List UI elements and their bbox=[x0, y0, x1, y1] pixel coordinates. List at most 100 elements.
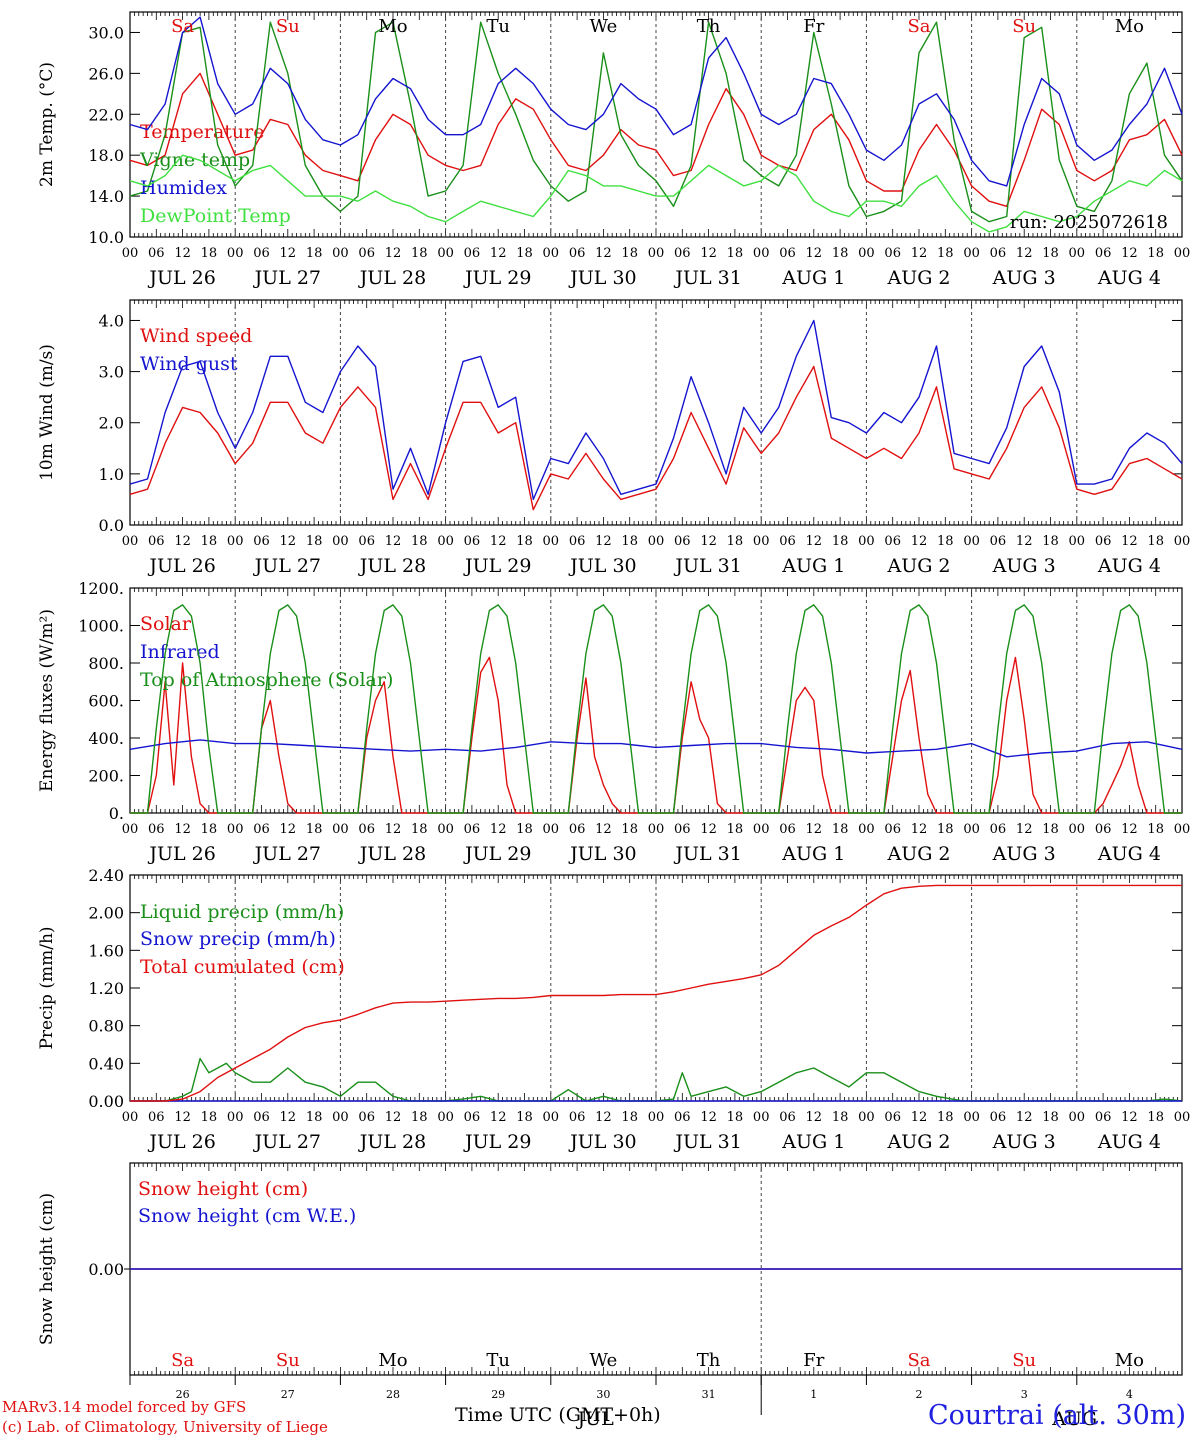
x-hour-label: 18 bbox=[201, 822, 218, 837]
x-hour-label: 18 bbox=[1147, 822, 1164, 837]
x-day-number: 26 bbox=[176, 1388, 190, 1401]
x-hour-label: 12 bbox=[280, 822, 297, 837]
y-axis-label: Snow height (cm) bbox=[37, 1193, 57, 1345]
x-hour-label: 06 bbox=[884, 1110, 901, 1125]
x-hour-label: 18 bbox=[832, 246, 849, 261]
y-tick-label: 1.0 bbox=[99, 465, 124, 484]
x-hour-label: 12 bbox=[1121, 246, 1138, 261]
x-hour-label: 00 bbox=[858, 1110, 875, 1125]
x-date-label: JUL 30 bbox=[568, 843, 636, 865]
x-hour-label: 06 bbox=[148, 1110, 165, 1125]
station-name: Courtrai (alt. 30m) bbox=[927, 1400, 1186, 1431]
x-hour-label: 12 bbox=[595, 822, 612, 837]
x-hour-label: 12 bbox=[280, 1110, 297, 1125]
x-hour-label: 12 bbox=[1016, 822, 1033, 837]
x-date-label: AUG 4 bbox=[1097, 267, 1161, 289]
x-date-label: JUL 31 bbox=[673, 555, 741, 577]
x-hour-label: 06 bbox=[253, 534, 270, 549]
x-hour-label: 06 bbox=[358, 1110, 375, 1125]
x-date-label: AUG 1 bbox=[781, 267, 845, 289]
x-hour-label: 12 bbox=[1121, 1110, 1138, 1125]
x-hour-label: 00 bbox=[1069, 1110, 1086, 1125]
x-hour-label: 12 bbox=[806, 822, 823, 837]
y-tick-label: 2.40 bbox=[88, 866, 124, 885]
x-hour-label: 18 bbox=[1042, 1110, 1059, 1125]
day-name-label: Tu bbox=[486, 1350, 510, 1371]
x-hour-label: 18 bbox=[201, 534, 218, 549]
x-date-label: JUL 29 bbox=[463, 267, 531, 289]
x-hour-label: 06 bbox=[569, 822, 586, 837]
x-hour-label: 00 bbox=[648, 1110, 665, 1125]
x-hour-label: 00 bbox=[122, 246, 139, 261]
x-date-label: JUL 30 bbox=[568, 267, 636, 289]
x-hour-label: 00 bbox=[437, 534, 454, 549]
day-name-label: Su bbox=[276, 16, 300, 37]
panel-3: 0. 200. 400. 600. 800. 1000. 1200. Energy fluxe… bbox=[37, 579, 1190, 865]
x-hour-label: 06 bbox=[990, 822, 1007, 837]
legend-entry: Snow height (cm W.E.) bbox=[138, 1205, 356, 1227]
x-day-number: 31 bbox=[702, 1388, 716, 1401]
x-hour-label: 18 bbox=[937, 246, 954, 261]
x-hour-label: 06 bbox=[253, 1110, 270, 1125]
x-hour-label: 12 bbox=[490, 1110, 507, 1125]
x-hour-label: 06 bbox=[779, 1110, 796, 1125]
x-date-label: JUL 27 bbox=[253, 267, 321, 289]
run-label: run: 2025072618 bbox=[1010, 212, 1168, 233]
legend-entry: DewPoint Temp bbox=[140, 205, 291, 227]
x-hour-label: 18 bbox=[1147, 534, 1164, 549]
x-date-label: JUL 29 bbox=[463, 843, 531, 865]
x-hour-label: 00 bbox=[1069, 246, 1086, 261]
x-hour-label: 06 bbox=[674, 534, 691, 549]
x-date-label: JUL 27 bbox=[253, 1131, 321, 1153]
series-line-2 bbox=[129, 319, 1183, 501]
legend-entry: Solar bbox=[140, 613, 192, 635]
legend-entry: Vigne temp bbox=[139, 149, 250, 171]
x-day-number: 2 bbox=[916, 1388, 923, 1401]
x-day-number: 1 bbox=[810, 1388, 817, 1401]
x-hour-label: 00 bbox=[858, 534, 875, 549]
y-tick-label: 0.00 bbox=[88, 1260, 124, 1279]
x-date-label: AUG 3 bbox=[992, 1131, 1056, 1153]
x-hour-label: 00 bbox=[1174, 534, 1191, 549]
x-hour-label: 00 bbox=[332, 1110, 349, 1125]
x-hour-label: 06 bbox=[1095, 822, 1112, 837]
y-axis-label: Energy fluxes (W/m²) bbox=[37, 609, 57, 792]
day-name-label: Sa bbox=[171, 1350, 194, 1371]
x-hour-label: 12 bbox=[806, 534, 823, 549]
x-hour-label: 12 bbox=[595, 246, 612, 261]
series-line-2 bbox=[129, 739, 1183, 758]
y-tick-label: 22.0 bbox=[88, 105, 124, 124]
day-name-label: Sa bbox=[907, 16, 930, 37]
y-tick-label: 600. bbox=[88, 692, 124, 711]
x-hour-label: 06 bbox=[358, 822, 375, 837]
x-hour-label: 00 bbox=[648, 534, 665, 549]
x-hour-label: 06 bbox=[253, 246, 270, 261]
x-hour-label: 00 bbox=[332, 246, 349, 261]
x-hour-label: 18 bbox=[621, 534, 638, 549]
x-hour-label: 06 bbox=[253, 822, 270, 837]
series-line-1 bbox=[129, 365, 1183, 511]
credit-line-2: (c) Lab. of Climatology, University of L… bbox=[2, 1418, 328, 1436]
y-tick-label: 0. bbox=[109, 804, 124, 823]
x-hour-label: 06 bbox=[1095, 246, 1112, 261]
x-hour-label: 12 bbox=[911, 822, 928, 837]
x-hour-label: 18 bbox=[727, 1110, 744, 1125]
legend-entry: Wind speed bbox=[140, 325, 252, 347]
x-hour-label: 00 bbox=[227, 822, 244, 837]
x-date-label: JUL 27 bbox=[253, 555, 321, 577]
x-hour-label: 18 bbox=[411, 1110, 428, 1125]
x-date-label: JUL 28 bbox=[358, 1131, 426, 1153]
y-tick-label: 200. bbox=[88, 767, 124, 786]
x-hour-label: 18 bbox=[516, 534, 533, 549]
x-date-label: AUG 3 bbox=[992, 843, 1056, 865]
x-date-label: AUG 1 bbox=[781, 843, 845, 865]
x-hour-label: 12 bbox=[490, 246, 507, 261]
x-date-label: AUG 2 bbox=[886, 267, 950, 289]
day-name-label: Su bbox=[1012, 1350, 1036, 1371]
y-tick-label: 0.80 bbox=[88, 1017, 124, 1036]
x-hour-label: 06 bbox=[674, 246, 691, 261]
day-name-label: Mo bbox=[378, 1350, 407, 1371]
x-hour-label: 18 bbox=[1042, 246, 1059, 261]
x-hour-label: 06 bbox=[569, 534, 586, 549]
